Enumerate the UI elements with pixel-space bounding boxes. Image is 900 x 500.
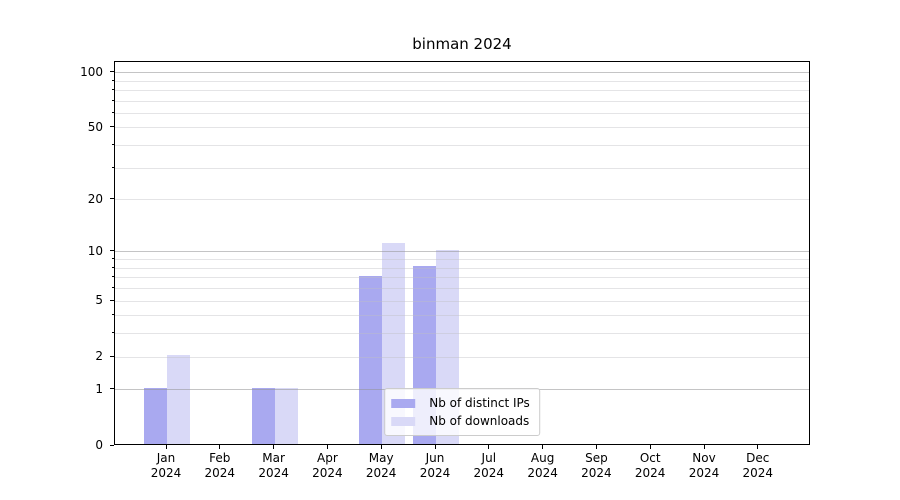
x-tick-label-year: 2024 <box>473 466 505 480</box>
x-tick-label-year: 2024 <box>634 466 666 480</box>
x-tick-label: Nov 2024 <box>672 451 736 481</box>
x-tick <box>219 445 221 449</box>
x-tick <box>703 445 705 449</box>
bar-downloads <box>274 387 298 444</box>
y-minor-tick <box>112 99 114 101</box>
x-tick <box>165 445 167 449</box>
x-tick-label-year: 2024 <box>688 466 720 480</box>
legend-swatch-distinct-ips <box>391 398 416 408</box>
legend-swatch-downloads <box>391 416 416 426</box>
y-minor-tick <box>112 266 114 268</box>
y-tick <box>110 126 114 128</box>
y-tick-label: 0 <box>95 438 103 452</box>
x-tick-label-year: 2024 <box>527 466 558 480</box>
y-tick <box>110 198 114 200</box>
legend-label-downloads: Nb of downloads <box>429 414 530 428</box>
plot-area: Nb of distinct IPs Nb of downloads <box>114 61 810 445</box>
bar-distinct-ips <box>359 275 383 444</box>
y-minor-tick <box>112 88 114 90</box>
y-tick-label: 10 <box>87 243 103 258</box>
x-tick <box>542 445 544 449</box>
y-tick-label: 20 <box>87 191 103 206</box>
x-tick-label: Jun 2024 <box>403 451 467 481</box>
y-tick <box>110 71 114 73</box>
y-minor-tick <box>112 111 114 113</box>
legend-label-distinct-ips: Nb of distinct IPs <box>429 396 530 410</box>
x-tick <box>488 445 490 449</box>
x-tick-label-year: 2024 <box>258 466 289 480</box>
x-tick-label: Jul 2024 <box>457 451 521 481</box>
bar-downloads <box>167 355 190 444</box>
bars-layer <box>115 62 809 444</box>
x-tick-label: Feb 2024 <box>188 451 252 481</box>
x-tick-label-year: 2024 <box>312 466 343 480</box>
y-tick <box>110 388 114 390</box>
x-tick-label-year: 2024 <box>204 466 236 480</box>
x-tick-label: May 2024 <box>349 451 413 481</box>
legend-entry-distinct-ips: Nb of distinct IPs <box>391 394 530 412</box>
legend: Nb of distinct IPs Nb of downloads <box>384 388 540 436</box>
x-tick-label: Mar 2024 <box>242 451 306 481</box>
x-tick <box>595 445 597 449</box>
y-minor-tick <box>112 332 114 334</box>
y-tick <box>110 250 114 252</box>
x-tick-label: Jan 2024 <box>134 451 198 481</box>
y-tick <box>110 444 114 446</box>
x-tick-label-year: 2024 <box>150 466 182 480</box>
x-tick-label: Oct 2024 <box>618 451 682 481</box>
x-tick-label-year: 2024 <box>581 466 612 480</box>
x-tick <box>380 445 382 449</box>
y-tick <box>110 355 114 357</box>
y-minor-tick <box>112 79 114 81</box>
x-tick-label: Apr 2024 <box>295 451 359 481</box>
bar-distinct-ips <box>144 387 167 444</box>
y-tick-label: 50 <box>87 119 103 134</box>
y-minor-tick <box>112 166 114 168</box>
y-minor-tick <box>112 314 114 316</box>
y-minor-tick <box>112 258 114 260</box>
y-minor-tick <box>112 144 114 146</box>
x-tick <box>273 445 275 449</box>
x-tick-label-year: 2024 <box>742 466 774 480</box>
x-tick <box>649 445 651 449</box>
y-tick-label: 1 <box>95 381 103 396</box>
y-tick-label: 2 <box>95 349 103 364</box>
chart-title: binman 2024 <box>412 35 512 53</box>
x-tick-label: Dec 2024 <box>726 451 790 481</box>
bar-distinct-ips <box>251 387 275 444</box>
y-tick-label: 100 <box>80 64 103 79</box>
x-tick-label: Sep 2024 <box>564 451 628 481</box>
legend-entry-downloads: Nb of downloads <box>391 412 530 430</box>
y-minor-tick <box>112 287 114 289</box>
y-tick-label: 5 <box>95 293 103 308</box>
y-minor-tick <box>112 276 114 278</box>
x-tick-label-year: 2024 <box>365 466 397 480</box>
x-tick-label: Aug 2024 <box>511 451 575 481</box>
x-tick <box>434 445 436 449</box>
x-tick <box>757 445 759 449</box>
x-tick-label-year: 2024 <box>419 466 451 480</box>
y-tick <box>110 299 114 301</box>
x-tick <box>326 445 328 449</box>
